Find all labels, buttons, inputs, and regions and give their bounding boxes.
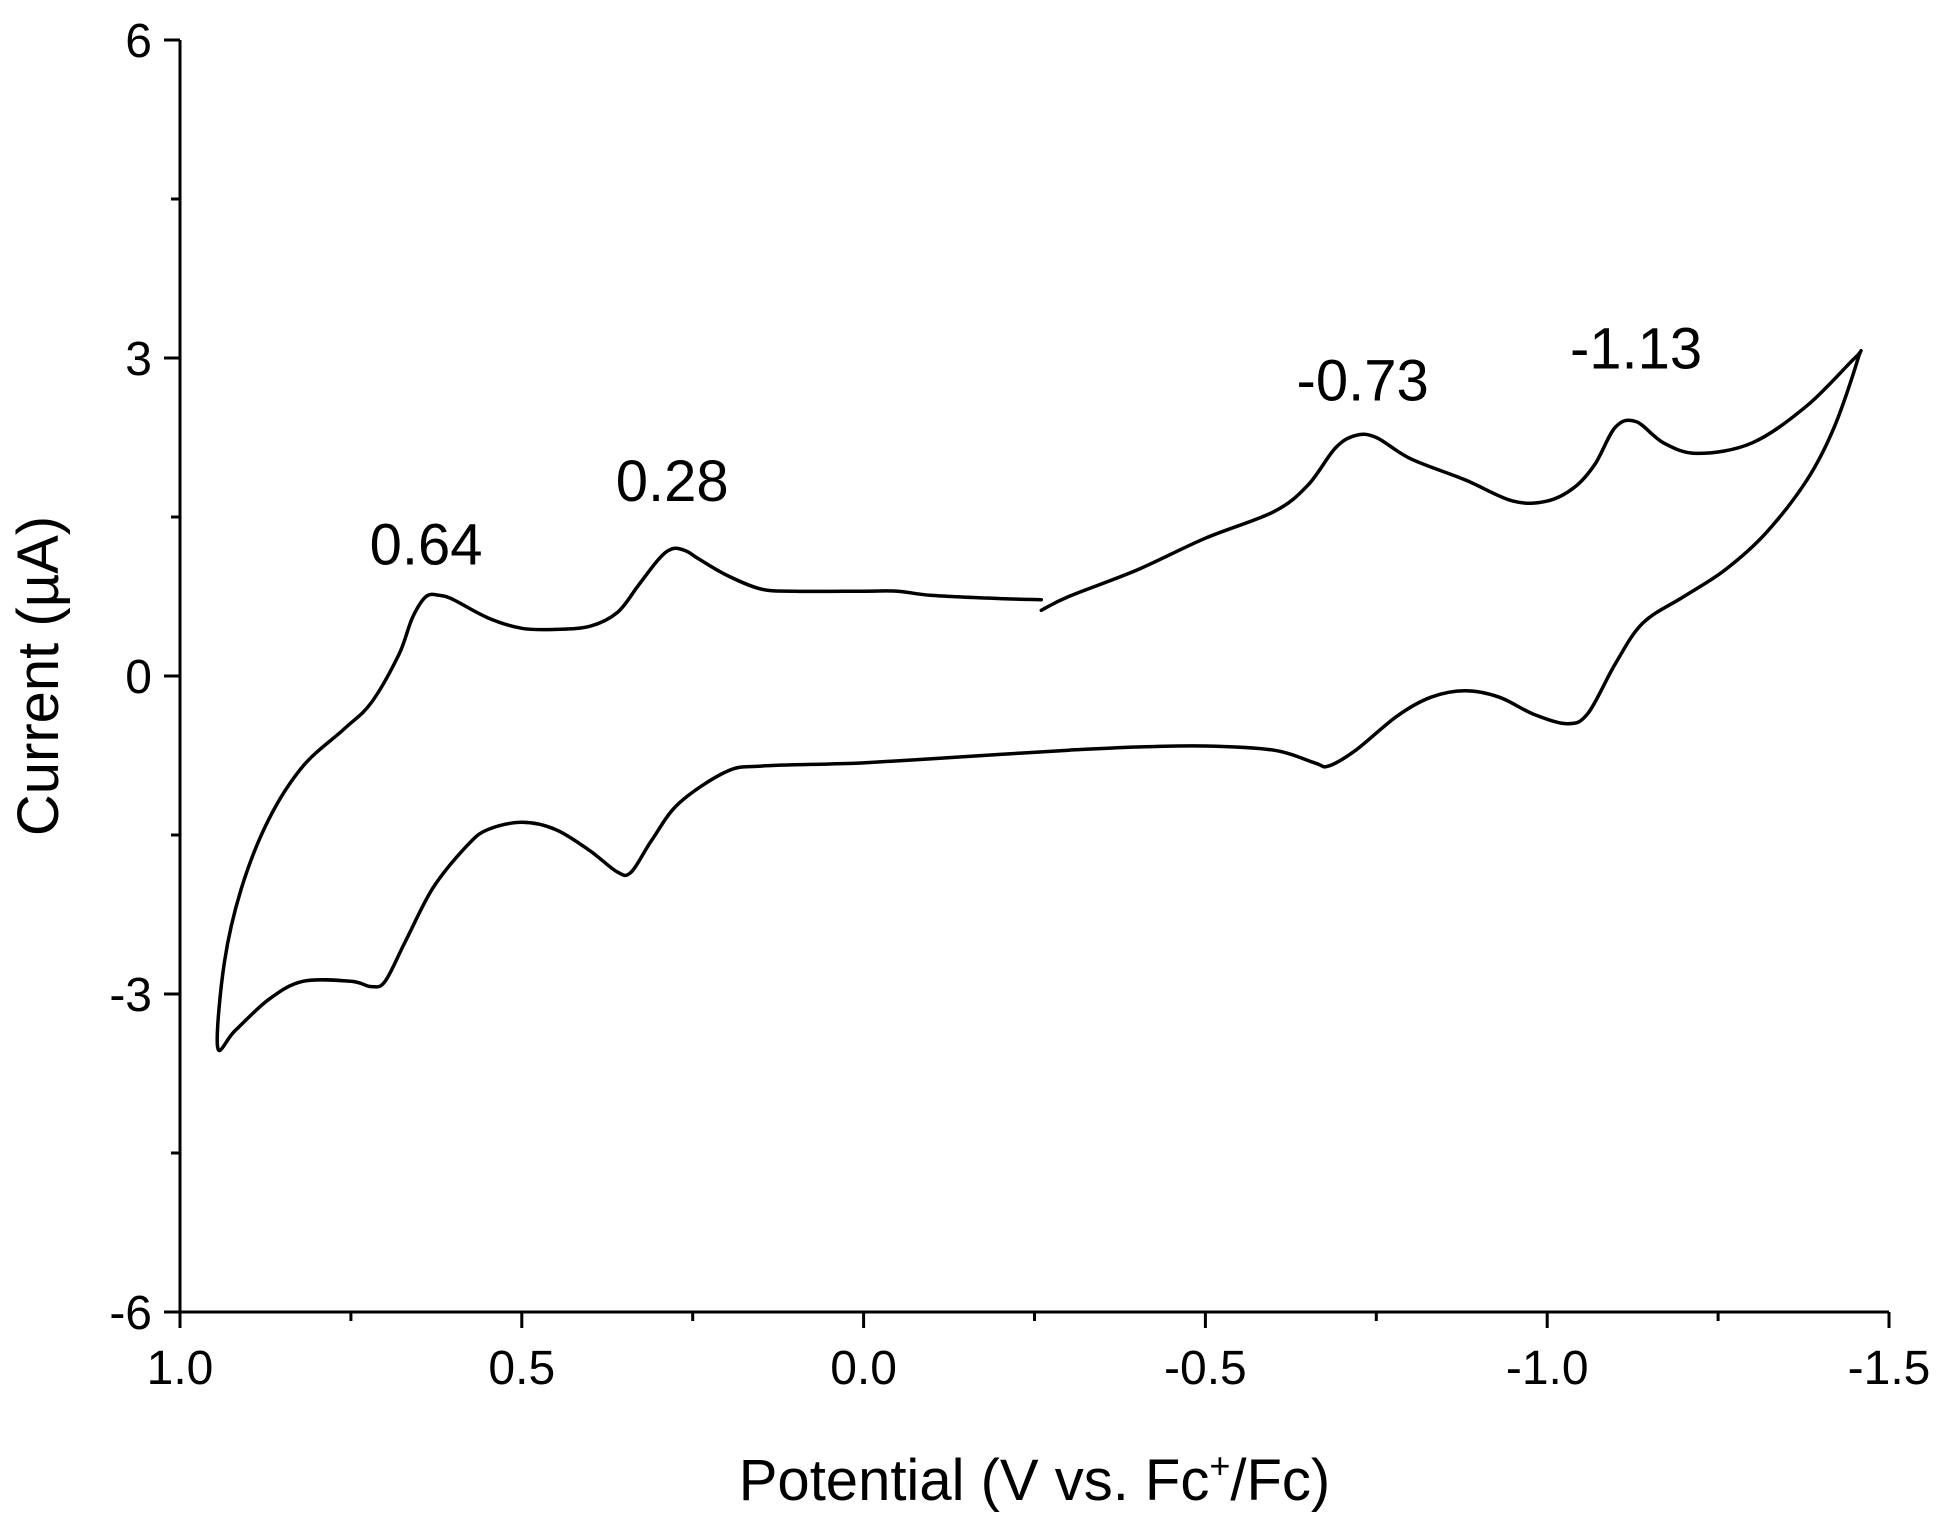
cv-curve (215, 348, 1863, 1053)
x-tick-label: 0.0 (830, 1342, 897, 1395)
plot-axes (178, 40, 1889, 1314)
x-tick-label: 0.5 (488, 1342, 555, 1395)
x-axis-title-tail: /Fc) (1230, 1448, 1330, 1513)
x-tick-label: 1.0 (147, 1342, 214, 1395)
y-axis-ticks: -6 -3 0 3 6 (109, 15, 180, 1340)
x-axis-title: Potential (V vs. Fc+/Fc) (739, 1445, 1331, 1513)
x-axis-title-main: Potential (V vs. Fc (739, 1448, 1210, 1513)
y-axis-title: Current (µA) (6, 516, 71, 836)
y-tick-label: 0 (125, 651, 152, 704)
x-tick-label: -1.5 (1848, 1342, 1931, 1395)
peak-label: -0.73 (1297, 348, 1429, 413)
x-tick-label: -1.0 (1506, 1342, 1589, 1395)
y-tick-label: -3 (109, 969, 152, 1022)
peak-annotations: 0.64 0.28 -0.73 -1.13 (370, 317, 1703, 578)
y-tick-label: -6 (109, 1287, 152, 1340)
x-axis-ticks: 1.0 0.5 0.0 -0.5 -1.0 -1.5 (147, 1312, 1931, 1395)
peak-label: -1.13 (1570, 317, 1702, 382)
y-tick-label: 3 (125, 333, 152, 386)
peak-label: 0.64 (370, 513, 483, 578)
x-tick-label: -0.5 (1164, 1342, 1247, 1395)
x-axis-title-superscript: + (1209, 1445, 1230, 1486)
y-tick-label: 6 (125, 15, 152, 68)
peak-label: 0.28 (616, 449, 729, 514)
